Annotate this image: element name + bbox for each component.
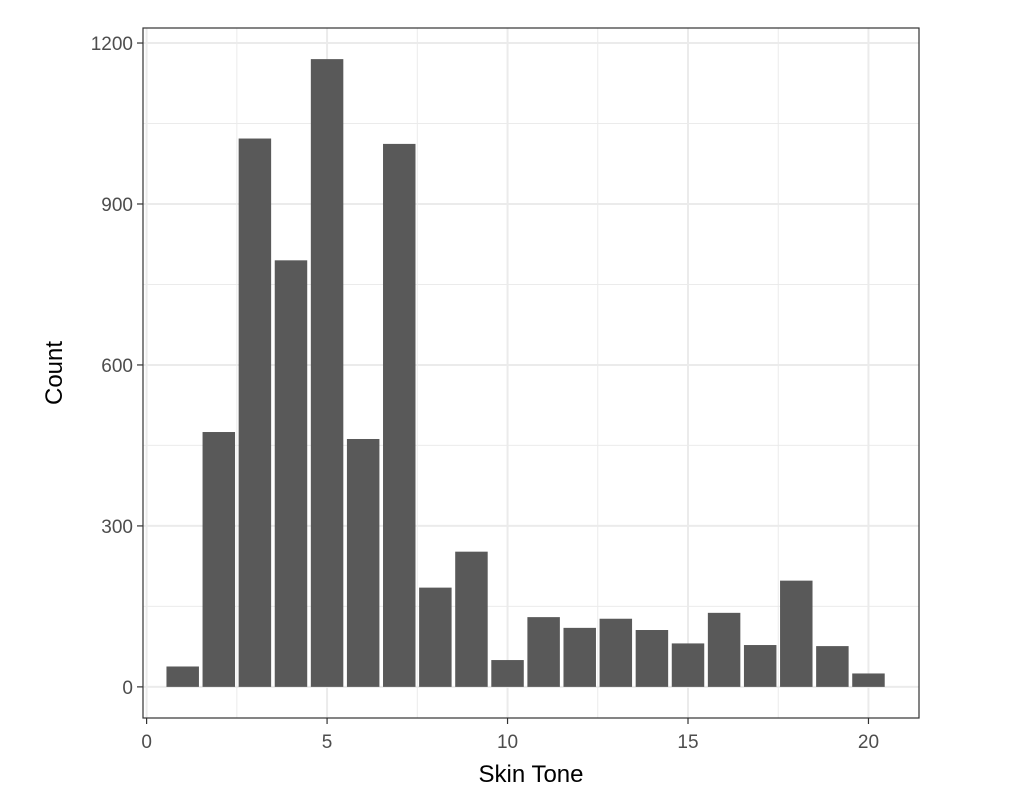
x-axis-ticks: 0 5 10 15 20 (141, 718, 879, 753)
x-tick-label: 5 (322, 732, 333, 753)
bar-skin-tone-12 (563, 627, 596, 687)
bar-skin-tone-16 (707, 612, 741, 687)
x-tick-label: 20 (858, 732, 879, 753)
bars (166, 59, 885, 687)
bar-skin-tone-17 (743, 645, 777, 687)
x-tick-label: 10 (497, 732, 518, 753)
bar-skin-tone-8 (419, 587, 452, 687)
x-tick-label: 0 (141, 732, 152, 753)
bar-skin-tone-7 (383, 143, 416, 687)
bar-skin-tone-4 (274, 260, 308, 687)
bar-skin-tone-1 (166, 666, 199, 687)
bar-skin-tone-19 (816, 646, 849, 687)
bar-skin-tone-20 (852, 673, 885, 687)
y-tick-label: 600 (101, 356, 133, 377)
bar-skin-tone-3 (238, 138, 272, 687)
bar-skin-tone-11 (527, 617, 560, 687)
bar-skin-tone-5 (310, 59, 344, 687)
bar-skin-tone-10 (491, 660, 524, 687)
y-axis-title: Count (41, 341, 68, 405)
bar-skin-tone-2 (202, 432, 236, 687)
y-tick-label: 300 (101, 517, 133, 538)
y-tick-label: 0 (122, 678, 133, 699)
bar-skin-tone-9 (455, 551, 488, 687)
bar-skin-tone-15 (671, 643, 705, 687)
bar-skin-tone-6 (346, 438, 380, 687)
x-tick-label: 15 (677, 732, 698, 753)
bar-skin-tone-14 (635, 630, 669, 687)
bar-skin-tone-13 (599, 618, 633, 687)
x-axis-title: Skin Tone (479, 761, 584, 788)
y-tick-label: 1200 (91, 34, 133, 55)
bar-skin-tone-18 (780, 580, 813, 687)
panel-border (142, 27, 920, 719)
y-tick-label: 900 (101, 195, 133, 216)
y-axis-ticks: 0 300 600 900 1200 (91, 34, 143, 699)
